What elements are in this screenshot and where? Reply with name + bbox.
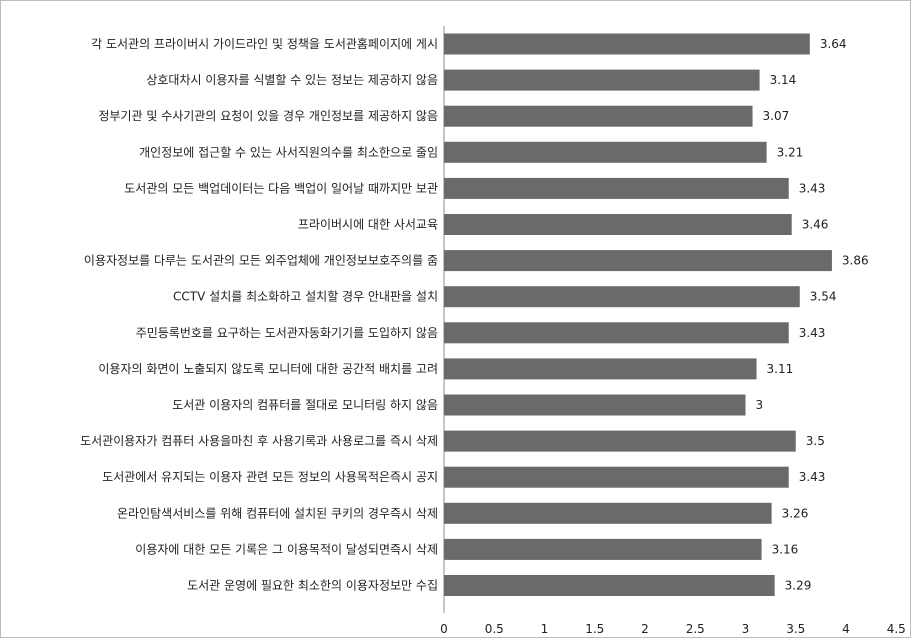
category-label: 상호대차시 이용자를 식별할 수 있는 정보는 제공하지 않음	[146, 73, 438, 87]
category-label: 프라이버시에 대한 사서교육	[298, 218, 438, 232]
bar	[444, 105, 753, 127]
value-labels-group: 3.64 3.14 3.07 3.21 3.43 3.46 3.86 3.54 3.43 3.11…	[756, 37, 869, 593]
x-tick-label: 1.5	[585, 622, 604, 636]
category-label: 정부기관 및 수사기관의 요청이 있을 경우 개인정보를 제공하지 않음	[98, 109, 438, 123]
bar	[444, 141, 767, 163]
bar-value-label: 3.14	[770, 73, 797, 87]
bar-value-label: 3.16	[772, 542, 799, 556]
bar-value-label: 3	[756, 398, 764, 412]
bar-value-label: 3.46	[802, 218, 829, 232]
bar	[444, 177, 789, 199]
category-label: 도서관 이용자의 컴퓨터를 절대로 모니터링 하지 않음	[172, 398, 438, 412]
x-tick-labels-group: 0 0.5 1 1.5 2 2.5 3 3.5 4 4.5	[440, 622, 906, 636]
category-label: 이용자의 화면이 노출되지 않도록 모니터에 대한 공간적 배치를 고려	[98, 362, 438, 376]
bar-value-label: 3.29	[785, 579, 812, 593]
bar-value-label: 3.07	[763, 109, 790, 123]
x-tick-label: 0	[440, 622, 448, 636]
bar-value-label: 3.5	[806, 434, 825, 448]
bar	[444, 69, 760, 91]
bars-group	[444, 33, 832, 596]
category-label: 도서관 운영에 필요한 최소한의 이용자정보만 수집	[187, 579, 438, 593]
bar	[444, 214, 792, 235]
bar	[444, 394, 746, 416]
bar	[444, 430, 796, 452]
bar	[444, 322, 789, 344]
category-label: 각 도서관의 프라이버시 가이드라인 및 정책을 도서관홈페이지에 게시	[91, 36, 438, 51]
bar-value-label: 3.86	[842, 254, 869, 268]
bar	[444, 33, 810, 55]
x-tick-label: 4.5	[887, 622, 906, 636]
category-labels-group: 각 도서관의 프라이버시 가이드라인 및 정책을 도서관홈페이지에 게시상호대차…	[80, 36, 438, 593]
bar	[444, 358, 757, 380]
bar-value-label: 3.11	[767, 362, 794, 376]
bar	[444, 575, 775, 596]
bar	[444, 286, 800, 308]
bar	[444, 538, 762, 560]
category-label: 도서관이용자가 컴퓨터 사용을마친 후 사용기록과 사용로그를 즉시 삭제	[80, 434, 438, 448]
x-tick-label: 3	[742, 622, 750, 636]
category-label: 이용자정보를 다루는 도서관의 모든 외주업체에 개인정보보호주의를 줌	[84, 254, 438, 268]
bar	[444, 466, 789, 488]
category-label: 도서관의 모든 백업데이터는 다음 백업이 일어날 때까지만 보관	[124, 181, 438, 195]
bar	[444, 250, 832, 272]
bar-value-label: 3.43	[799, 326, 826, 340]
x-tick-label: 4	[842, 622, 850, 636]
category-label: 도서관에서 유지되는 이용자 관련 모든 정보의 사용목적은즉시 공지	[102, 470, 438, 484]
category-label: 주민등록번호를 요구하는 도서관자동화기기를 도입하지 않음	[136, 326, 438, 340]
x-tick-label: 2	[641, 622, 649, 636]
x-tick-label: 0.5	[485, 622, 504, 636]
bar-value-label: 3.54	[810, 290, 837, 304]
category-label: 개인정보에 접근할 수 있는 사서직원의수를 최소한으로 줄임	[139, 145, 438, 159]
bar-value-label: 3.43	[799, 470, 826, 484]
x-tick-label: 1	[541, 622, 549, 636]
bar-value-label: 3.64	[820, 37, 847, 51]
bar	[444, 502, 772, 524]
category-label: 이용자에 대한 모든 기록은 그 이용목적이 달성되면즉시 삭제	[135, 542, 438, 556]
bar-value-label: 3.21	[777, 145, 804, 159]
category-label: 온라인탐색서비스를 위해 컴퓨터에 설치된 쿠키의 경우즉시 삭제	[117, 506, 438, 520]
x-tick-label: 2.5	[686, 622, 705, 636]
bar-value-label: 3.26	[782, 506, 809, 520]
category-label: CCTV 설치를 최소화하고 설치할 경우 안내판을 설치	[173, 290, 438, 304]
bar-value-label: 3.43	[799, 181, 826, 195]
x-tick-label: 3.5	[786, 622, 805, 636]
